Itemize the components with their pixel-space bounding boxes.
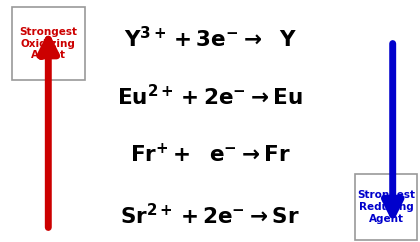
FancyBboxPatch shape (12, 7, 85, 80)
Text: $\mathbf{Y^{3+} + 3e^{-} \rightarrow \ \ Y}$: $\mathbf{Y^{3+} + 3e^{-} \rightarrow \ \… (123, 26, 297, 51)
Text: $\mathbf{Eu^{2+} + 2e^{-} \rightarrow Eu}$: $\mathbf{Eu^{2+} + 2e^{-} \rightarrow Eu… (117, 84, 303, 109)
Text: Strongest
Reducing
Agent: Strongest Reducing Agent (357, 190, 415, 224)
FancyBboxPatch shape (355, 174, 417, 240)
Text: $\mathbf{Sr^{2+} + 2e^{-} \rightarrow Sr}$: $\mathbf{Sr^{2+} + 2e^{-} \rightarrow Sr… (120, 203, 300, 228)
Text: Strongest
Oxidizing
Agent: Strongest Oxidizing Agent (19, 27, 77, 60)
Text: $\mathbf{Fr^{+} + \ \ e^{-} \rightarrow Fr}$: $\mathbf{Fr^{+} + \ \ e^{-} \rightarrow … (130, 143, 290, 166)
